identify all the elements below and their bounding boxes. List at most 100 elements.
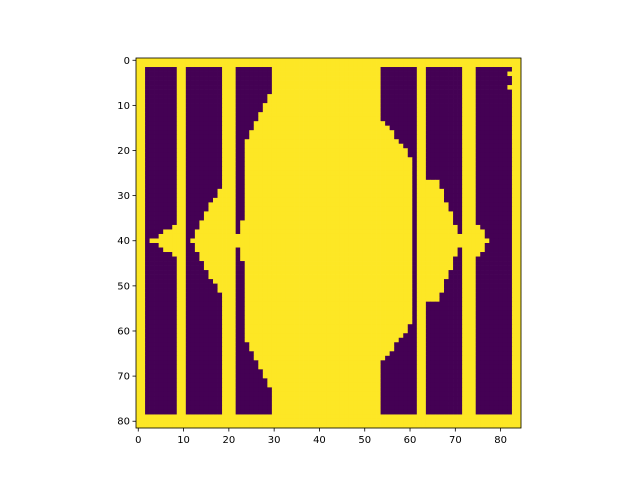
heatmap-cell bbox=[502, 98, 508, 104]
heatmap-cell bbox=[412, 58, 418, 63]
heatmap-cell bbox=[244, 94, 250, 99]
heatmap-cell bbox=[407, 297, 413, 303]
heatmap-cell bbox=[163, 148, 169, 154]
heatmap-cell bbox=[240, 94, 246, 99]
heatmap-cell bbox=[163, 238, 169, 244]
heatmap-cell bbox=[357, 121, 363, 127]
heatmap-cell bbox=[190, 252, 196, 257]
heatmap-cell bbox=[453, 252, 458, 257]
heatmap-cell bbox=[498, 233, 504, 239]
heatmap-cell bbox=[511, 89, 517, 95]
heatmap-cell bbox=[167, 143, 173, 149]
heatmap-cell bbox=[176, 67, 182, 72]
heatmap-cell bbox=[353, 179, 359, 185]
heatmap-cell bbox=[240, 76, 246, 81]
heatmap-cell bbox=[380, 193, 386, 199]
heatmap-cell bbox=[466, 279, 472, 284]
heatmap-cell bbox=[448, 306, 454, 312]
heatmap-cell bbox=[335, 107, 341, 113]
heatmap-cell bbox=[480, 283, 486, 289]
heatmap-cell bbox=[181, 288, 187, 293]
heatmap-cell bbox=[444, 89, 449, 95]
heatmap-cell bbox=[145, 62, 150, 68]
heatmap-cell bbox=[507, 103, 513, 108]
heatmap-cell bbox=[172, 94, 178, 99]
heatmap-cell bbox=[172, 252, 178, 257]
heatmap-cell bbox=[226, 161, 232, 167]
heatmap-cell bbox=[335, 256, 341, 262]
heatmap-cell bbox=[240, 211, 246, 217]
heatmap-cell bbox=[430, 67, 436, 72]
heatmap-cell bbox=[434, 233, 440, 239]
heatmap-cell bbox=[299, 71, 304, 77]
heatmap-cell bbox=[502, 310, 508, 316]
heatmap-cell bbox=[271, 161, 277, 167]
heatmap-cell bbox=[425, 112, 431, 118]
heatmap-cell bbox=[394, 98, 400, 104]
heatmap-cell bbox=[507, 247, 513, 253]
heatmap-cell bbox=[194, 247, 200, 253]
heatmap-cell bbox=[434, 152, 440, 158]
heatmap-cell bbox=[389, 265, 395, 271]
heatmap-cell bbox=[203, 238, 209, 244]
heatmap-cell bbox=[421, 292, 427, 298]
heatmap-cell bbox=[489, 256, 495, 262]
heatmap-cell bbox=[303, 243, 309, 248]
heatmap-cell bbox=[376, 265, 381, 271]
heatmap-cell bbox=[498, 62, 504, 68]
heatmap-cell bbox=[335, 206, 341, 212]
heatmap-cell bbox=[308, 243, 313, 248]
heatmap-cell bbox=[262, 229, 268, 235]
heatmap-cell bbox=[430, 116, 436, 122]
heatmap-cell bbox=[412, 98, 418, 104]
heatmap-cell bbox=[271, 288, 277, 293]
heatmap-cell bbox=[167, 62, 173, 68]
heatmap-cell bbox=[267, 243, 273, 248]
heatmap-cell bbox=[498, 292, 504, 298]
heatmap-cell bbox=[294, 297, 300, 303]
heatmap-cell bbox=[258, 184, 264, 190]
heatmap-cell bbox=[317, 143, 323, 149]
heatmap-cell bbox=[308, 229, 313, 235]
heatmap-cell bbox=[167, 184, 173, 190]
heatmap-cell bbox=[444, 306, 449, 312]
heatmap-cell bbox=[489, 85, 495, 90]
heatmap-cell bbox=[253, 243, 259, 248]
heatmap-cell bbox=[222, 247, 227, 253]
heatmap-cell bbox=[299, 233, 304, 239]
heatmap-cell bbox=[163, 297, 169, 303]
heatmap-cell bbox=[222, 288, 227, 293]
heatmap-cell bbox=[425, 288, 431, 293]
heatmap-cell bbox=[172, 247, 178, 253]
heatmap-cell bbox=[344, 206, 350, 212]
heatmap-cell bbox=[371, 175, 377, 181]
heatmap-cell bbox=[330, 247, 336, 253]
heatmap-cell bbox=[371, 112, 377, 118]
heatmap-cell bbox=[367, 161, 372, 167]
heatmap-cell bbox=[502, 62, 508, 68]
heatmap-cell bbox=[398, 67, 404, 72]
heatmap-cell bbox=[489, 103, 495, 108]
heatmap-cell bbox=[475, 80, 481, 86]
heatmap-cell bbox=[507, 301, 513, 307]
heatmap-cell bbox=[430, 112, 436, 118]
heatmap-cell bbox=[163, 233, 169, 239]
heatmap-cell bbox=[271, 80, 277, 86]
heatmap-cell bbox=[412, 67, 418, 72]
heatmap-cell bbox=[425, 274, 431, 280]
heatmap-cell bbox=[389, 297, 395, 303]
heatmap-cell bbox=[484, 202, 490, 208]
heatmap-cell bbox=[317, 206, 323, 212]
heatmap-cell bbox=[430, 161, 436, 167]
heatmap-cell bbox=[330, 94, 336, 99]
heatmap-cell bbox=[303, 62, 309, 68]
heatmap-cell bbox=[326, 283, 332, 289]
heatmap-cell bbox=[158, 306, 164, 312]
heatmap-cell bbox=[172, 202, 178, 208]
heatmap-cell bbox=[498, 76, 504, 81]
heatmap-cell bbox=[213, 152, 218, 158]
heatmap-cell bbox=[253, 188, 259, 194]
heatmap-cell bbox=[290, 148, 295, 154]
heatmap-cell bbox=[199, 94, 205, 99]
heatmap-cell bbox=[140, 80, 146, 86]
